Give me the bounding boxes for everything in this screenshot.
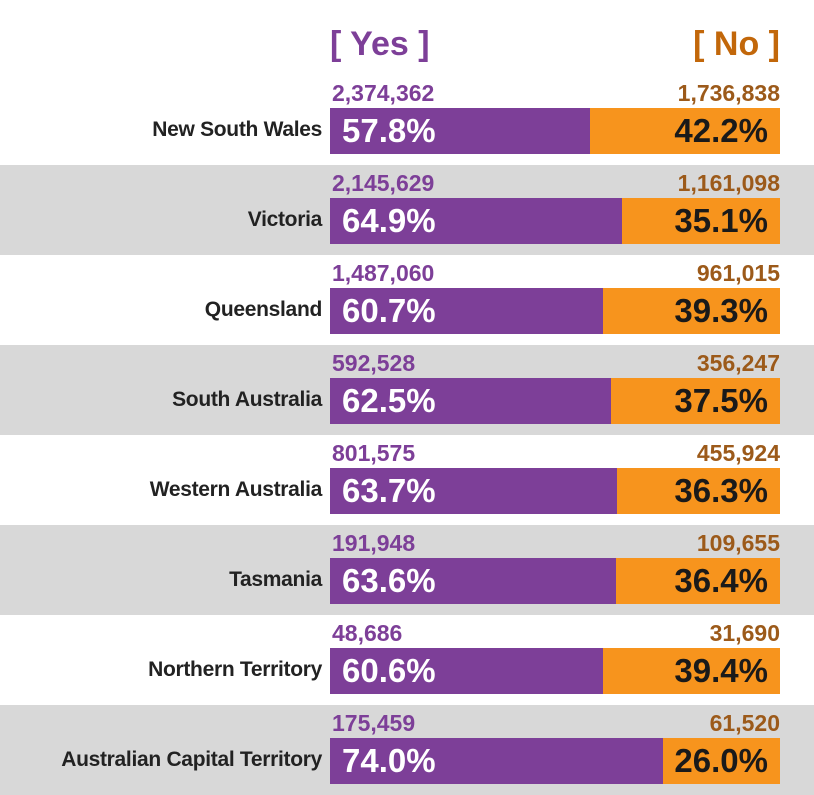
stacked-bar: 62.5% 37.5% [330,378,780,424]
category-label: Western Australia [149,478,323,501]
no-bar-segment [616,558,780,604]
stacked-bar: 63.7% 36.3% [330,468,780,514]
category-label: New South Wales [152,118,322,141]
yes-count-label: 191,948 [332,530,416,556]
yes-count-label: 48,686 [332,620,403,646]
no-count-label: 109,655 [696,530,780,556]
chart-row: Victoria 2,145,629 1,161,098 64.9% 35.1% [0,165,814,255]
yes-bar-segment [330,648,603,694]
yes-bar-segment [330,108,590,154]
yes-percent-label: 60.6% [342,652,436,689]
no-bar-segment [603,288,780,334]
yes-count-label: 2,145,629 [332,170,435,196]
yes-count-label: 175,459 [332,710,416,736]
category-label: Northern Territory [148,658,322,681]
no-percent-label: 39.3% [674,292,768,329]
yes-bar-segment [330,198,622,244]
yes-percent-label: 63.6% [342,562,436,599]
yes-bar-segment [330,468,617,514]
category-label: Australian Capital Territory [61,748,322,771]
category-label: Tasmania [229,568,322,591]
category-label: Queensland [204,298,323,321]
no-count-label: 31,690 [709,620,780,646]
yes-percent-label: 60.7% [342,292,436,329]
no-bar-segment [622,198,780,244]
stacked-bar: 60.7% 39.3% [330,288,780,334]
yes-percent-label: 63.7% [342,472,436,509]
yes-count-label: 1,487,060 [332,260,435,286]
legend-yes: [ Yes ] [330,25,430,63]
no-percent-label: 42.2% [674,112,768,149]
no-percent-label: 36.3% [674,472,768,509]
no-percent-label: 35.1% [674,202,768,239]
chart-row: South Australia 592,528 356,247 62.5% 37.5% [0,345,814,435]
yes-count-label: 2,374,362 [332,80,435,106]
no-percent-label: 36.4% [674,562,768,599]
yes-bar-segment [330,738,663,784]
chart-rows: New South Wales 2,374,362 1,736,838 57.8% 42… [0,75,814,795]
no-bar-segment [603,648,780,694]
no-count-label: 356,247 [696,350,780,376]
legend-no: [ No ] [693,25,780,63]
no-count-label: 455,924 [696,440,780,466]
no-count-label: 961,015 [696,260,780,286]
no-count-label: 1,161,098 [677,170,780,196]
no-percent-label: 39.4% [674,652,768,689]
no-percent-label: 26.0% [674,742,768,779]
category-label: South Australia [172,388,322,411]
chart-row: Tasmania 191,948 109,655 63.6% 36.4% [0,525,814,615]
chart-row: New South Wales 2,374,362 1,736,838 57.8% 42… [0,75,814,165]
stacked-bar: 64.9% 35.1% [330,198,780,244]
yes-bar-segment [330,558,616,604]
yes-percent-label: 64.9% [342,202,436,239]
yes-bar-segment [330,378,611,424]
no-bar-segment [617,468,780,514]
no-percent-label: 37.5% [674,382,768,419]
yes-percent-label: 62.5% [342,382,436,419]
no-count-label: 1,736,838 [677,80,780,106]
yes-count-label: 801,575 [332,440,416,466]
category-label: Victoria [247,208,323,231]
chart-row: Northern Territory 48,686 31,690 60.6% 39.4% [0,615,814,705]
yes-count-label: 592,528 [332,350,416,376]
no-bar-segment [590,108,780,154]
stacked-bar: 57.8% 42.2% [330,108,780,154]
stacked-bar: 60.6% 39.4% [330,648,780,694]
no-bar-segment [611,378,780,424]
stacked-bar: 63.6% 36.4% [330,558,780,604]
no-bar-segment [663,738,780,784]
yes-bar-segment [330,288,603,334]
yes-percent-label: 74.0% [342,742,436,779]
stacked-bar: 74.0% 26.0% [330,738,780,784]
yes-percent-label: 57.8% [342,112,436,149]
chart-row: Queensland 1,487,060 961,015 60.7% 39.3% [0,255,814,345]
chart-row: Western Australia 801,575 455,924 63.7% 36.3… [0,435,814,525]
no-count-label: 61,520 [709,710,780,736]
chart-row: Australian Capital Territory 175,459 61,52… [0,705,814,795]
